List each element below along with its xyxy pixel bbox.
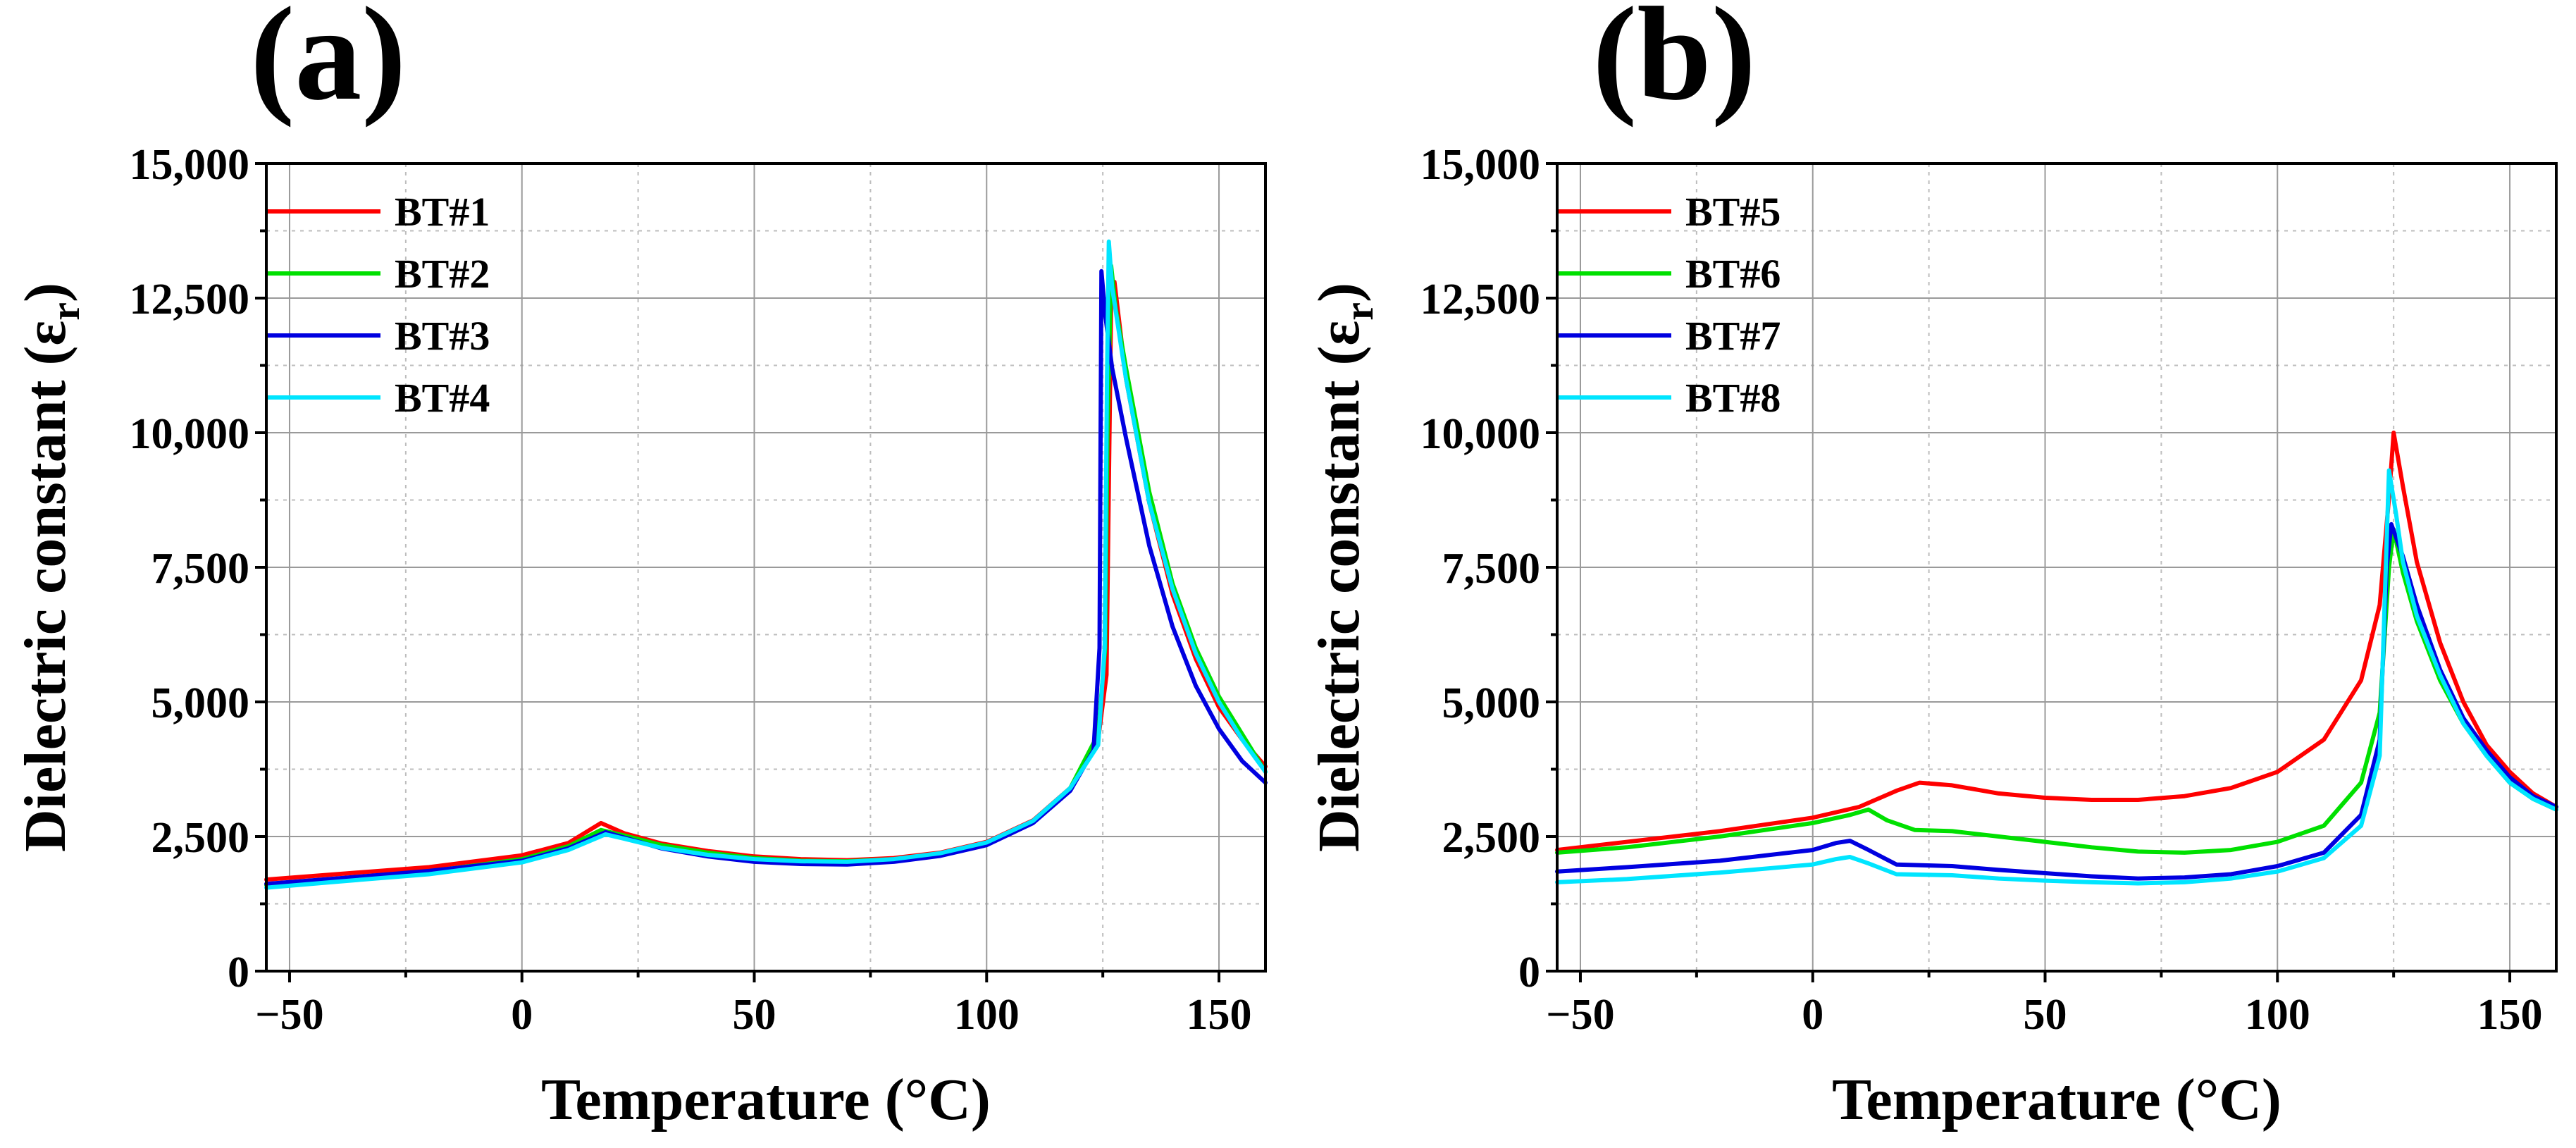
chart-a-legend-label-bt1: BT#1 (395, 189, 490, 235)
chart-b-x-tick-label: 0 (1802, 991, 1823, 1039)
chart-b-x-tick-label: −50 (1546, 991, 1614, 1039)
chart-a-y-axis-title-close: ) (13, 283, 78, 302)
chart-b-legend: BT#5 BT#6 BT#7 BT#8 (1559, 189, 1781, 421)
chart-a-x-tick-label: −50 (255, 991, 323, 1039)
chart-b-y-tick-label: 10,000 (1420, 410, 1541, 458)
chart-a-panel-label: (a) (250, 0, 407, 128)
chart-b-y-tick-label: 12,500 (1420, 276, 1541, 323)
chart-b-panel-label: (b) (1592, 0, 1756, 128)
chart-a-y-tick-label: 2,500 (151, 814, 250, 862)
chart-b-x-axis-title: Temperature (°C) (1832, 1067, 2281, 1132)
chart-a-legend-label-bt2: BT#2 (395, 251, 490, 297)
chart-b-x-tick-label: 50 (2024, 991, 2067, 1039)
chart-a-y-axis-title: Dielectric constant (εr) (13, 283, 88, 852)
chart-a-panel: −50 0 50 100 15002,5005,0007,50010,00012,500… (13, 0, 1268, 1132)
chart-a-x-tick-label: 150 (1187, 991, 1252, 1039)
chart-b-x-tick-label: 150 (2477, 991, 2543, 1039)
chart-b-y-tick-label: 2,500 (1442, 814, 1541, 862)
chart-a-y-tick-label: 12,500 (130, 276, 250, 323)
chart-a-series-bt4-line (264, 239, 1268, 890)
chart-a-y-axis-title-subscript: r (42, 302, 88, 321)
chart-b-y-tick-label: 15,000 (1420, 141, 1541, 189)
chart-b-y-axis-title: Dielectric constant (εr) (1306, 283, 1382, 852)
chart-b-y-tick-label: 0 (1518, 949, 1540, 996)
chart-a-legend-label-bt4: BT#4 (395, 375, 490, 421)
chart-b-y-tick-label: 7,500 (1442, 545, 1541, 593)
chart-a-y-tick-label: 5,000 (151, 679, 250, 727)
chart-a-series-bt1-line (264, 280, 1268, 882)
chart-b-legend-label-bt7: BT#7 (1685, 313, 1781, 359)
chart-a-y-tick-label: 0 (228, 949, 249, 996)
chart-b-series-bt7-line (1555, 521, 2558, 881)
chart-b-legend-label-bt5: BT#5 (1685, 189, 1781, 235)
chart-b-series-bt5-line (1555, 431, 2558, 853)
chart-a-y-axis-title-main: Dielectric constant (ε (13, 321, 78, 852)
chart-b-panel: −50 0 50 100 15002,5005,0007,50010,00012,500… (1306, 0, 2558, 1132)
chart-b-legend-label-bt6: BT#6 (1685, 251, 1781, 297)
chart-a-x-tick-label: 0 (511, 991, 533, 1039)
chart-a-x-tick-label: 50 (733, 991, 776, 1039)
chart-b-legend-label-bt8: BT#8 (1685, 375, 1781, 421)
chart-a-x-tick-label: 100 (954, 991, 1020, 1039)
chart-b-y-axis-title-subscript: r (1336, 302, 1382, 321)
chart-b-x-tick-label: 100 (2245, 991, 2310, 1039)
chart-a-y-tick-label: 7,500 (151, 545, 250, 593)
chart-b-y-axis-title-close: ) (1306, 283, 1372, 302)
chart-a-legend: BT#1 BT#2 BT#3 BT#4 (268, 189, 490, 421)
chart-a-y-tick-label: 10,000 (130, 410, 250, 458)
chart-a-y-tick-label: 15,000 (130, 141, 250, 189)
chart-a-legend-label-bt3: BT#3 (395, 313, 490, 359)
chart-b-series-bt8-line (1555, 468, 2558, 886)
chart-a-series-bt3-line (264, 269, 1268, 887)
chart-b-y-tick-label: 5,000 (1442, 679, 1541, 727)
chart-b-y-axis-title-main: Dielectric constant (ε (1306, 321, 1372, 852)
chart-a-x-axis-title: Temperature (°C) (541, 1067, 991, 1132)
